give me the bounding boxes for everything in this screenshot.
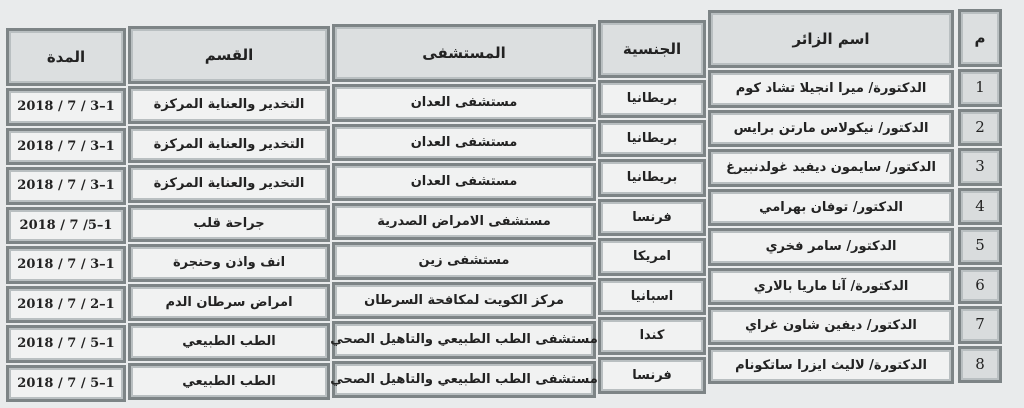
cell-department: التخدير والعناية المركزة [128, 125, 330, 163]
cell-hospital: مركز الكويت لمكافحة السرطان [332, 281, 596, 319]
cell-department: امراض سرطان الدم [128, 283, 330, 321]
cell-duration: 2018 / 7 / 5–1 [6, 325, 126, 363]
cell-department: التخدير والعناية المركزة [128, 86, 330, 124]
header-nationality: الجنسية [598, 20, 706, 78]
cell-hospital: مستشفى الامراض الصدرية [332, 202, 596, 240]
cell-duration: 2018 / 7 / 3–1 [6, 127, 126, 165]
cell-hospital: مستشفى العدان [332, 163, 596, 201]
cell-hospital: مستشفى الطب الطبيعي والتاهيل الصحي [330, 321, 598, 359]
cell-department: الطب الطبيعي [128, 323, 330, 361]
cell-visitor-name: الدكتورة/ آنا ماريا بالاري [708, 267, 954, 305]
cell-number: 4 [958, 187, 1002, 225]
cell-hospital: مستشفى زين [332, 242, 596, 280]
header-hospital: المستشفى [332, 24, 596, 82]
cell-hospital: مستشفى العدان [332, 84, 596, 122]
cell-visitor-name: الدكتور/ توفان بهرامي [708, 188, 954, 226]
header-department: القسم [128, 26, 330, 84]
cell-nationality: امريكا [598, 238, 706, 276]
cell-department: الطب الطبيعي [128, 362, 330, 400]
header-duration: المدة [6, 28, 126, 86]
cell-nationality: كندا [598, 317, 706, 355]
cell-duration: 2018 / 7 / 2–1 [6, 285, 126, 323]
cell-visitor-name: الدكتور/ سايمون ديفيد غولدنبيرغ [708, 149, 954, 187]
cell-hospital: مستشفى العدان [332, 123, 596, 161]
cell-department: التخدير والعناية المركزة [128, 165, 330, 203]
cell-number: 3 [958, 148, 1002, 186]
cell-duration: 2018 / 7 / 5–1 [6, 364, 126, 402]
cell-nationality: فرنسا [598, 198, 706, 236]
cell-number: 6 [958, 266, 1002, 304]
cell-visitor-name: الدكتور/ سامر فخري [708, 228, 954, 266]
header-number: م [958, 9, 1002, 67]
cell-duration: 2018 / 7 / 3–1 [6, 88, 126, 126]
cell-visitor-name: الدكتور/ نيكولاس مارتن برايس [708, 109, 954, 147]
cell-number: 8 [958, 345, 1002, 383]
cell-nationality: اسبانيا [598, 277, 706, 315]
cell-duration: 2018 / 7 / 3–1 [6, 167, 126, 205]
cell-nationality: بريطانيا [598, 119, 706, 157]
cell-nationality: فرنسا [598, 356, 706, 394]
cell-number: 5 [958, 227, 1002, 265]
cell-nationality: بريطانيا [598, 80, 706, 118]
cell-duration: 2018 / 7 /5–1 [6, 206, 126, 244]
cell-visitor-name: الدكتور/ ديفين شاون غراي [708, 307, 954, 345]
header-visitor-name: اسم الزائر [708, 10, 954, 68]
cell-visitor-name: الدكتورة/ لاليث ايزرا ساتكونام [708, 346, 954, 384]
cell-number: 7 [958, 306, 1002, 344]
cell-duration: 2018 / 7 / 3–1 [6, 246, 126, 284]
cell-department: انف واذن وحنجرة [128, 244, 330, 282]
cell-hospital: مستشفى الطب الطبيعي والتاهيل الصحي [330, 360, 598, 398]
cell-department: جراحة قلب [128, 204, 330, 242]
cell-number: 1 [958, 69, 1002, 107]
cell-nationality: بريطانيا [598, 159, 706, 197]
cell-number: 2 [958, 108, 1002, 146]
cell-visitor-name: الدكتورة/ ميرا انجيلا تشاد كوم [708, 70, 954, 108]
